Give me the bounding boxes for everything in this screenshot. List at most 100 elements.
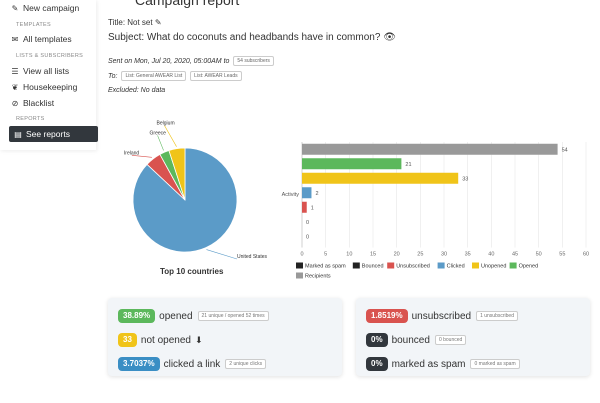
bounced-pct-badge: 0% bbox=[366, 333, 388, 347]
pie-slice-belgium[interactable] bbox=[168, 147, 186, 201]
campaign-title: Title: Not set bbox=[108, 18, 153, 27]
subscribers-tag: 54 subscribers bbox=[233, 56, 274, 66]
pie-label-ireland: Ireland bbox=[124, 150, 140, 156]
x-tick-label: 15 bbox=[370, 252, 376, 258]
opened-note: 21 unique / opened 52 times bbox=[197, 311, 269, 321]
x-tick-label: 0 bbox=[300, 252, 303, 258]
clicked-label: clicked a link bbox=[163, 358, 221, 370]
bar-unopened[interactable] bbox=[302, 172, 459, 184]
x-tick-label: 30 bbox=[441, 252, 447, 258]
download-icon[interactable]: ⬇ bbox=[194, 334, 203, 345]
unsub-note: 1 unsubscribed bbox=[476, 311, 518, 321]
x-tick-label: 40 bbox=[488, 252, 494, 258]
legend-swatch-recipients[interactable] bbox=[296, 272, 303, 279]
legend-swatch-unsubscribed[interactable] bbox=[387, 262, 395, 269]
pie-label-belgium: Belgium bbox=[157, 121, 175, 127]
sent-on-line: Sent on Mon, Jul 20, 2020, 05:00AM to 54… bbox=[108, 56, 274, 66]
unsub-pct-badge: 1.8519% bbox=[366, 309, 408, 323]
chart-icon: ▤ bbox=[14, 129, 22, 139]
stat-opened: 38.89% opened 21 unique / opened 52 time… bbox=[118, 309, 269, 323]
to-label: To: bbox=[108, 72, 118, 80]
list-icon: ☰ bbox=[11, 66, 19, 76]
clicked-pct-badge: 3.7037% bbox=[118, 357, 160, 371]
bar-recipients[interactable] bbox=[302, 143, 558, 155]
campaign-subject: Subject: What do coconuts and headbands … bbox=[108, 32, 381, 43]
not-opened-label: not opened bbox=[140, 334, 191, 346]
to-line: To: List: General AWEAR List List: AWEAR… bbox=[108, 71, 242, 81]
x-tick-label: 50 bbox=[536, 252, 542, 258]
legend-label-opened[interactable]: Opened bbox=[519, 264, 539, 270]
legend-label-marked-as-spam[interactable]: Marked as spam bbox=[305, 264, 346, 270]
list-tag: List: General AWEAR List bbox=[121, 71, 187, 81]
x-tick-label: 25 bbox=[417, 252, 423, 258]
opened-label: opened bbox=[159, 310, 193, 322]
pie-label-united-states: United States bbox=[237, 254, 268, 260]
legend-swatch-clicked[interactable] bbox=[437, 262, 445, 269]
bounced-label: bounced bbox=[391, 334, 430, 346]
x-tick-label: 20 bbox=[394, 252, 400, 258]
legend-label-bounced[interactable]: Bounced bbox=[362, 264, 384, 270]
opened-pct-badge: 38.89% bbox=[118, 309, 156, 323]
legend-swatch-marked-as-spam[interactable] bbox=[296, 262, 303, 269]
edit-icon: ✎ bbox=[11, 3, 19, 13]
sidebar-item-housekeeping[interactable]: ❦ Housekeeping bbox=[10, 79, 94, 95]
stat-clicked: 3.7037% clicked a link 2 unique clicks bbox=[118, 357, 267, 371]
sidebar-item-new-campaign[interactable]: ✎ New campaign bbox=[10, 0, 94, 16]
stat-unsubscribed: 1.8519% unsubscribed 1 unsubscribed bbox=[366, 309, 518, 323]
pie-leader-line bbox=[131, 155, 152, 158]
legend-label-unopened[interactable]: Unopened bbox=[481, 264, 506, 270]
legend-label-clicked[interactable]: Clicked bbox=[447, 264, 465, 270]
bar-value-label: 2 bbox=[315, 191, 318, 197]
bar-clicked[interactable] bbox=[302, 187, 312, 199]
sidebar-item-see-reports[interactable]: ▤ See reports bbox=[9, 126, 98, 142]
pencil-icon[interactable]: ✎ bbox=[154, 18, 162, 27]
spam-note: 0 marked as spam bbox=[470, 359, 520, 369]
unsub-label: unsubscribed bbox=[411, 310, 472, 322]
sidebar-item-label: View all lists bbox=[23, 66, 70, 76]
pie-leader-line bbox=[164, 125, 177, 147]
campaign-title-line: Title: Not set ✎ bbox=[108, 18, 162, 27]
legend-swatch-bounced[interactable] bbox=[352, 262, 360, 269]
legend-label-recipients[interactable]: Recipients bbox=[305, 274, 331, 280]
sidebar: ✎ New campaign TEMPLATES ✉ All templates… bbox=[0, 0, 98, 150]
excluded-line: Excluded: No data bbox=[108, 87, 166, 94]
page-title: Campaign report bbox=[135, 0, 240, 8]
stat-not-opened: 33 not opened ⬇ bbox=[118, 333, 203, 347]
list-tag: List: AWEAR Leads bbox=[190, 71, 242, 81]
x-tick-label: 45 bbox=[512, 252, 518, 258]
legend-swatch-opened[interactable] bbox=[509, 262, 517, 269]
eye-icon[interactable]: 👁 bbox=[383, 32, 396, 43]
stat-spam: 0% marked as spam 0 marked as spam bbox=[366, 357, 520, 371]
bar-value-label: 0 bbox=[306, 234, 309, 240]
not-opened-badge: 33 bbox=[118, 333, 137, 347]
pie-leader-line bbox=[206, 249, 238, 260]
y-category-label: Activity bbox=[282, 192, 300, 198]
legend-swatch-unopened[interactable] bbox=[472, 262, 479, 269]
sidebar-item-label: New campaign bbox=[23, 3, 80, 13]
sidebar-item-label: Housekeeping bbox=[23, 82, 78, 92]
sidebar-item-all-templates[interactable]: ✉ All templates bbox=[10, 31, 94, 47]
campaign-subject-line: Subject: What do coconuts and headbands … bbox=[108, 32, 396, 43]
spam-pct-badge: 0% bbox=[366, 357, 388, 371]
x-tick-label: 35 bbox=[465, 252, 471, 258]
sidebar-item-label: See reports bbox=[26, 129, 70, 139]
sidebar-item-label: Blacklist bbox=[23, 98, 55, 108]
bar-unsubscribed[interactable] bbox=[302, 201, 307, 213]
x-tick-label: 55 bbox=[559, 252, 565, 258]
x-tick-label: 60 bbox=[583, 252, 589, 258]
countries-pie-chart: United States Ireland Greece Belgium bbox=[124, 121, 268, 260]
pie-chart-title: Top 10 countries bbox=[160, 267, 224, 276]
legend-label-unsubscribed[interactable]: Unsubscribed bbox=[396, 264, 430, 270]
sent-on-text: Sent on Mon, Jul 20, 2020, 05:00AM to bbox=[108, 57, 230, 65]
ban-icon: ⊘ bbox=[11, 98, 19, 108]
clicked-note: 2 unique clicks bbox=[225, 359, 267, 369]
sidebar-item-blacklist[interactable]: ⊘ Blacklist bbox=[10, 95, 94, 111]
leaf-icon: ❦ bbox=[11, 82, 19, 92]
sidebar-item-view-all-lists[interactable]: ☰ View all lists bbox=[10, 63, 94, 79]
stat-bounced: 0% bounced 0 bounced bbox=[366, 333, 467, 347]
bar-opened[interactable] bbox=[302, 158, 402, 170]
pie-label-greece: Greece bbox=[150, 130, 167, 136]
bar-value-label: 54 bbox=[562, 147, 568, 153]
bar-value-label: 33 bbox=[462, 176, 468, 182]
spam-label: marked as spam bbox=[391, 358, 466, 370]
